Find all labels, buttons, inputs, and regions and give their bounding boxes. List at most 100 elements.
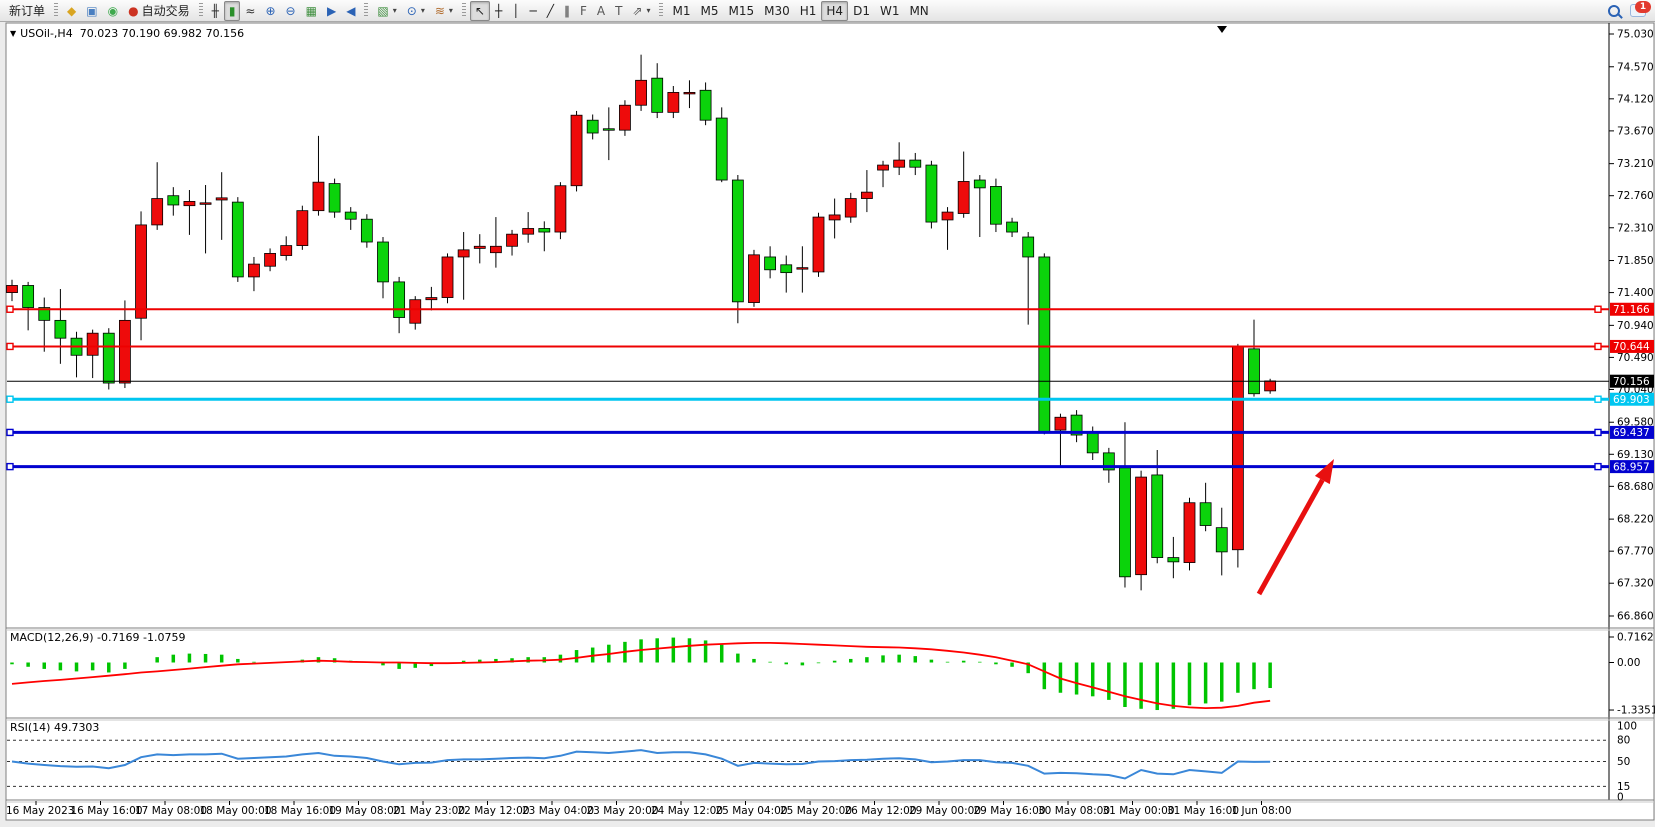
candle-down	[360, 218, 373, 243]
timeframe-m15-button[interactable]: M15	[728, 3, 755, 18]
toolbar-group: ↖ ┼	[469, 0, 507, 21]
chart-shift-icon: ◀	[346, 3, 356, 18]
price-tick-label: 69.130	[1617, 449, 1654, 461]
market-watch-icon-button[interactable]: ◆	[62, 1, 81, 21]
candle-down	[344, 211, 357, 220]
chart-shift-button[interactable]: ◀	[341, 1, 360, 21]
price-tick-label: 70.940	[1617, 320, 1654, 332]
navigator-icon-button[interactable]: ▣	[81, 1, 102, 21]
auto-trading-button[interactable]: ● 自动交易	[123, 1, 195, 21]
chart-title-ohlc: 70.023 70.190 69.982 70.156	[79, 27, 245, 40]
tile-windows-icon: ▦	[305, 3, 317, 18]
candle-up	[151, 198, 164, 226]
candle-up	[1183, 502, 1196, 563]
auto-trading-button-label: 自动交易	[141, 4, 190, 18]
line-anchor-handle[interactable]	[6, 395, 14, 403]
zoom-out-button[interactable]: ⊖	[281, 1, 301, 21]
candle-up	[554, 185, 567, 233]
new-chart-icon: ▧	[377, 3, 389, 18]
timeframe-d1-button[interactable]: D1	[853, 3, 870, 18]
timeframe-m30-button[interactable]: M30	[764, 3, 790, 18]
equidistant-channel-button[interactable]: ∥	[559, 1, 575, 21]
line-anchor-handle[interactable]	[6, 305, 14, 313]
chart-title-symbol: USOil-,H4	[20, 27, 73, 40]
candle-up	[796, 267, 809, 270]
toolbar-group-grip	[54, 3, 59, 18]
candlestick-mode-button[interactable]: ▮	[223, 0, 241, 21]
timeframe-h1-button[interactable]: H1	[799, 3, 817, 18]
candle-down	[38, 307, 51, 321]
horizontal-line-icon: ─	[529, 3, 537, 18]
new-order-button[interactable]: 新订单	[4, 1, 50, 21]
toolbar-group: ◆ ▣ ◉ ● 自动交易	[62, 1, 195, 21]
candle-up	[812, 216, 825, 273]
price-tag-label: 70.156	[1613, 376, 1650, 388]
crosshair-button[interactable]: ┼	[490, 1, 507, 21]
macd-indicator-label: MACD(12,26,9) -0.7169 -1.0759	[10, 631, 186, 644]
tile-windows-button[interactable]: ▦	[301, 1, 322, 21]
new-chart-button[interactable]: ▧ ▾	[372, 1, 401, 21]
vertical-line-button[interactable]: │	[507, 1, 524, 21]
rsi-axis-label: 80	[1617, 735, 1630, 747]
fibonacci-button[interactable]: F	[575, 1, 592, 21]
signals-icon-button[interactable]: ◉	[103, 1, 123, 21]
candle-down	[715, 117, 728, 181]
indicators-button[interactable]: ≋ ▾	[430, 1, 458, 21]
cursor-icon: ↖	[474, 3, 485, 18]
timeframe-m1-button[interactable]: M1	[672, 3, 691, 18]
line-anchor-handle[interactable]	[1594, 428, 1602, 437]
bar-chart-mode-button[interactable]: ╫	[207, 1, 224, 21]
trend-arrow-head[interactable]	[1314, 459, 1334, 485]
candle-up	[667, 92, 680, 113]
timeframe-w1-button[interactable]: W1	[879, 3, 900, 18]
candle-up	[957, 181, 970, 214]
time-axis-label: 17 May 08:00	[135, 805, 207, 817]
line-anchor-handle[interactable]	[1594, 462, 1602, 471]
navigator-icon-icon: ▣	[86, 3, 98, 18]
trendline-icon: ╱	[546, 3, 554, 18]
candle-down	[538, 228, 551, 233]
candle-up	[635, 79, 647, 106]
line-anchor-handle[interactable]	[6, 342, 14, 351]
price-tag	[1610, 425, 1654, 439]
time-axis-label: 18 May 00:00	[200, 805, 272, 817]
search-button[interactable]	[1603, 1, 1625, 21]
label-button[interactable]: T	[610, 1, 627, 21]
arrows-button[interactable]: ⇗ ▾	[627, 1, 655, 21]
trendline-button[interactable]: ╱	[542, 1, 559, 21]
candle-down	[731, 179, 744, 303]
line-chart-mode-button[interactable]: ≈	[240, 1, 260, 21]
line-anchor-handle[interactable]	[6, 462, 14, 471]
timeframe-h4-button[interactable]: H4	[821, 0, 849, 21]
symbol-dropdown-icon[interactable]: ▼	[10, 29, 17, 38]
period-button[interactable]: ⊙ ▾	[402, 1, 430, 21]
candle-down	[377, 241, 389, 283]
time-axis-label: 31 May 00:00	[1103, 805, 1175, 817]
line-anchor-handle[interactable]	[1594, 305, 1602, 313]
toolbar-group: │ ─ ╱ ∥ F A T ⇗ ▾	[507, 1, 655, 21]
text-button[interactable]: A	[592, 1, 610, 21]
chart-shift-marker[interactable]	[1217, 26, 1227, 33]
price-tag	[1610, 339, 1654, 353]
candle-down	[167, 195, 180, 206]
timeframe-m5-button[interactable]: M5	[700, 3, 719, 18]
candle-down	[602, 128, 615, 131]
rsi-indicator-label: RSI(14) 49.7303	[10, 721, 100, 734]
candle-down	[909, 159, 922, 168]
horizontal-line-button[interactable]: ─	[524, 1, 541, 21]
cursor-button[interactable]: ↖	[469, 0, 490, 21]
price-tick-label: 71.850	[1617, 255, 1654, 267]
rsi-axis-label: 100	[1617, 721, 1637, 733]
candle-up	[296, 210, 309, 246]
toolbar: 新订单 ◆ ▣ ◉ ● 自动交易 ╫ ▮ ≈ ⊕ ⊖ ▦ ▶ ◀ ▧ ▾ ⊙ ▾ ≋ ▾ ↖ ┼ │ ─ ╱ ∥ F A T ⇗ ▾ M1 M5…	[0, 0, 1655, 22]
line-anchor-handle[interactable]	[1594, 342, 1602, 351]
candle-up	[506, 233, 518, 247]
auto-scroll-button[interactable]: ▶	[322, 1, 341, 21]
zoom-in-button[interactable]: ⊕	[260, 1, 280, 21]
notifications-button[interactable]: 1	[1625, 1, 1651, 21]
line-anchor-handle[interactable]	[1594, 395, 1602, 403]
line-anchor-handle[interactable]	[6, 428, 14, 437]
market-watch-icon-icon: ◆	[67, 3, 77, 18]
timeframe-mn-button[interactable]: MN	[909, 3, 929, 18]
trend-arrow-shaft[interactable]	[1256, 478, 1325, 596]
